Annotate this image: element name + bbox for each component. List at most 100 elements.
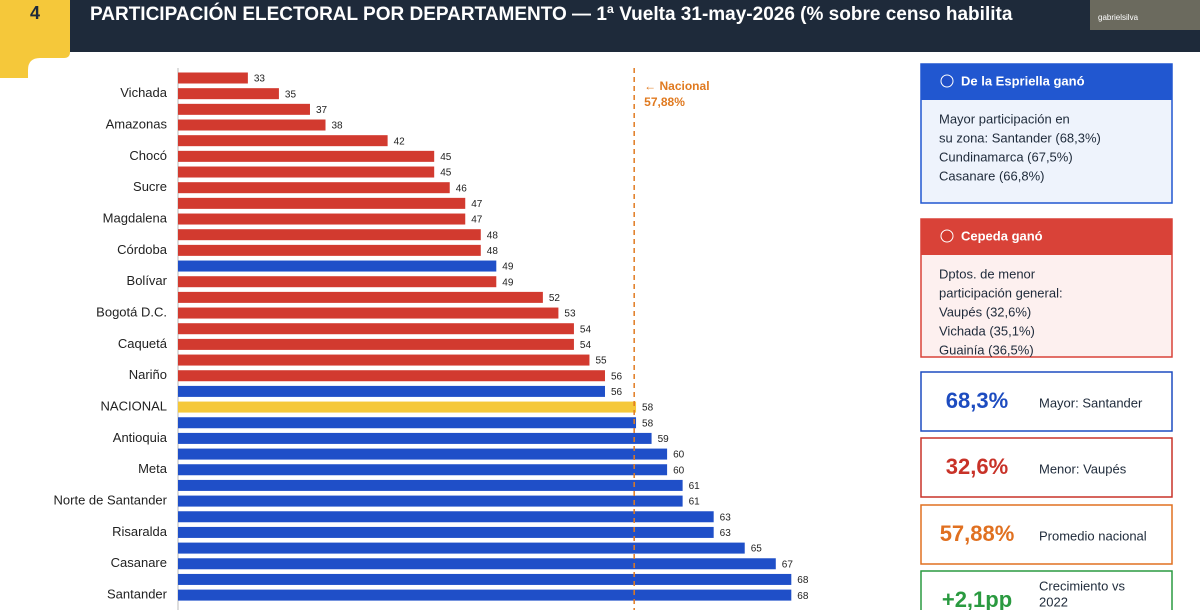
panel-line: Dptos. de menor [939, 266, 1036, 281]
value-label: 58 [642, 418, 654, 429]
bar [178, 276, 497, 288]
panel-line: participación general: [939, 285, 1063, 300]
value-label: 45 [440, 152, 452, 163]
value-label: 47 [471, 199, 483, 210]
stat-box [920, 504, 1173, 565]
panel-line: Vichada (35,1%) [939, 323, 1035, 338]
category-label: Córdoba [117, 242, 168, 257]
category-label: Norte de Santander [54, 493, 168, 508]
category-label: Meta [138, 461, 168, 476]
category-label: Santander [107, 587, 168, 602]
stat-value: 68,3% [946, 388, 1008, 413]
value-label: 48 [487, 230, 499, 241]
bar [178, 479, 683, 491]
bar [178, 495, 683, 507]
stat-value: +2,1pp [942, 587, 1012, 610]
stat-label: 2022 [1039, 594, 1068, 609]
value-label: 48 [487, 246, 499, 257]
panel-dot [940, 229, 954, 243]
value-label: 65 [751, 544, 763, 555]
bar [178, 229, 481, 241]
category-label: Antioquia [113, 430, 168, 445]
panel-line: Guainía (36,5%) [939, 342, 1034, 357]
value-label: 68 [797, 591, 809, 602]
value-label: 63 [720, 528, 732, 539]
value-label: 49 [502, 277, 514, 288]
category-label: Bolívar [127, 273, 168, 288]
bar [178, 417, 637, 429]
panel-header [921, 64, 1172, 100]
value-label: 47 [471, 215, 483, 226]
panel-title: Cepeda ganó [961, 228, 1043, 243]
panel-title: De la Espriella ganó [961, 73, 1085, 88]
stat-box [920, 570, 1173, 610]
bar [178, 291, 543, 303]
bar [178, 589, 792, 601]
category-label: Chocó [129, 148, 167, 163]
stat-value: 57,88% [940, 521, 1015, 546]
bar [178, 448, 668, 460]
panel-line: Casanare (66,8%) [939, 168, 1045, 183]
value-label: 49 [502, 262, 514, 273]
value-label: 38 [332, 121, 344, 132]
value-label: 35 [285, 89, 297, 100]
value-label: 52 [549, 293, 561, 304]
bar [178, 307, 559, 319]
value-label: 42 [394, 136, 406, 147]
panel-line: Mayor participación en [939, 111, 1070, 126]
panel-header [921, 219, 1172, 255]
stat-box [920, 371, 1173, 432]
panel-line: su zona: Santander (68,3%) [939, 130, 1101, 145]
bar [178, 150, 435, 162]
value-label: 61 [689, 481, 701, 492]
value-label: 67 [782, 559, 794, 570]
value-label: 68 [797, 575, 809, 586]
webcam-thumbnail [1090, 0, 1200, 30]
header-accent [0, 0, 70, 78]
value-label: 54 [580, 324, 592, 335]
value-label: 54 [580, 340, 592, 351]
bar [178, 432, 652, 444]
bar [178, 103, 310, 115]
value-label: 45 [440, 168, 452, 179]
bar [178, 558, 776, 570]
bar [178, 244, 481, 256]
bar [178, 511, 714, 523]
bar [178, 119, 326, 131]
header-bar [0, 0, 1200, 52]
value-label: 56 [611, 387, 623, 398]
chart-title: PARTICIPACIÓN ELECTORAL POR DEPARTAMENTO… [90, 3, 1013, 25]
stat-box [920, 437, 1173, 498]
bar [178, 197, 466, 209]
value-label: 60 [673, 465, 685, 476]
value-label: 55 [595, 356, 607, 367]
value-label: 37 [316, 105, 328, 116]
stat-label: Mayor: Santander [1039, 395, 1143, 410]
stat-label: Menor: Vaupés [1039, 461, 1127, 476]
category-label: Risaralda [112, 524, 168, 539]
bar [178, 338, 574, 350]
category-label: Vichada [120, 85, 168, 100]
value-label: 53 [564, 309, 576, 320]
category-label: Sucre [133, 179, 167, 194]
value-label: 46 [456, 183, 468, 194]
bar [178, 323, 574, 335]
bar [178, 526, 714, 538]
category-label: Bogotá D.C. [96, 304, 167, 319]
value-label: 60 [673, 450, 685, 461]
category-label: Amazonas [106, 116, 168, 131]
bar [178, 260, 497, 272]
bar [178, 370, 605, 382]
panel-dot [940, 74, 954, 88]
bar [178, 401, 637, 413]
value-label: 63 [720, 512, 732, 523]
stat-label: Promedio nacional [1039, 528, 1147, 543]
value-label: 59 [658, 434, 670, 445]
bar [178, 385, 605, 397]
bar [178, 135, 388, 147]
slide-number: 4 [30, 3, 40, 23]
value-label: 61 [689, 497, 701, 508]
category-label: Casanare [111, 555, 167, 570]
